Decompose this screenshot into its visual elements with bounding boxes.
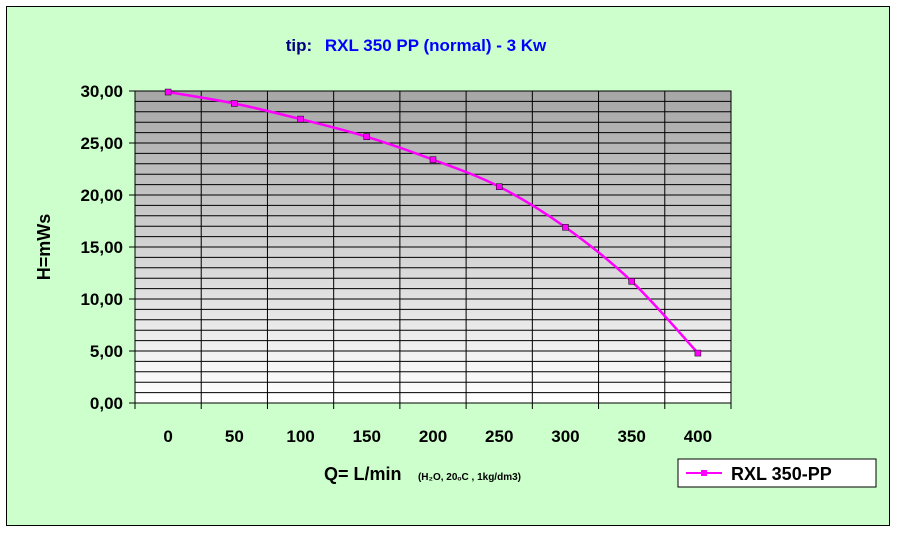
x-tick-label: 150 [353, 427, 381, 446]
x-tick-label: 50 [225, 427, 244, 446]
x-tick-label: 200 [419, 427, 447, 446]
data-point [363, 133, 371, 141]
y-tick-label: 30,00 [80, 82, 123, 101]
data-point [694, 349, 702, 357]
legend-swatch-marker [701, 470, 707, 476]
x-axis-title: Q= L/min [324, 464, 402, 484]
y-tick-label: 5,00 [90, 342, 123, 361]
y-axis-label: H=mWs [34, 214, 54, 281]
title-main: RXL 350 PP (normal) - 3 Kw [325, 36, 547, 55]
x-tick-label: 100 [286, 427, 314, 446]
y-tick-label: 10,00 [80, 290, 123, 309]
y-tick-label: 0,00 [90, 394, 123, 413]
y-tick-label: 25,00 [80, 134, 123, 153]
data-point [495, 183, 503, 190]
data-point [297, 115, 304, 123]
data-point [164, 88, 172, 96]
data-point [231, 100, 238, 107]
data-point [429, 156, 437, 163]
title-prefix: tip: [286, 36, 312, 55]
legend: RXL 350-PP [677, 458, 877, 488]
y-tick-labels: 0,00 5,00 10,00 15,00 20,00 25,00 30,00 [80, 82, 135, 413]
x-tick-labels: 0 50 100 150 200 250 300 350 400 [134, 403, 732, 446]
x-axis-note: (H₂O, 20ₒC , 1kg/dm3) [418, 472, 521, 483]
x-tick-label: 0 [163, 427, 172, 446]
y-tick-label: 20,00 [80, 186, 123, 205]
x-tick-label: 350 [617, 427, 645, 446]
grid-lines [135, 91, 731, 403]
x-axis-label: Q= L/min (H₂O, 20ₒC , 1kg/dm3) [324, 464, 521, 484]
chart-title: tip: RXL 350 PP (normal) - 3 Kw [286, 36, 547, 55]
y-tick-label: 15,00 [80, 238, 123, 257]
legend-label: RXL 350-PP [731, 464, 832, 484]
data-point [628, 278, 635, 285]
x-tick-label: 300 [551, 427, 579, 446]
x-tick-label: 250 [485, 427, 513, 446]
series-layer [164, 88, 702, 357]
data-point [562, 223, 569, 231]
x-tick-label: 400 [684, 427, 712, 446]
